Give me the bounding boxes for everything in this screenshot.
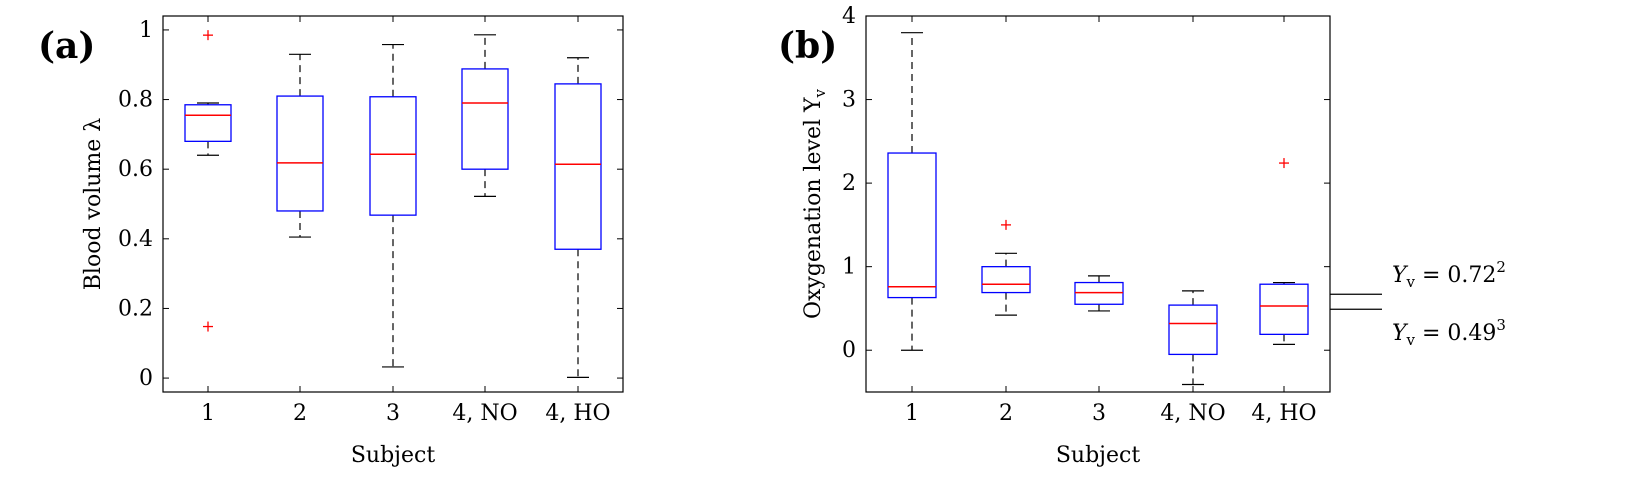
x-tick-label: 2 [293, 401, 307, 426]
box-iqr [461, 68, 509, 170]
y-tick-label: 0.4 [118, 227, 153, 252]
y-tick-label: 2 [842, 171, 856, 196]
x-tick-label: 3 [1092, 401, 1106, 426]
y-tick-label: 0 [139, 366, 153, 391]
box-3 [369, 43, 417, 368]
y-tick-label: 0 [842, 338, 856, 363]
reference-label-sub: v [1406, 273, 1416, 291]
x-tick-label: 1 [201, 401, 215, 426]
x-tick-label: 4, NO [452, 401, 517, 426]
panel-a-x-axis-label: Subject [351, 443, 435, 468]
x-tick-label: 2 [999, 401, 1013, 426]
panel-b-y-axis-label-sub: v [811, 88, 829, 98]
y-tick-label: 0.2 [118, 296, 153, 321]
panel-b-boxes [887, 32, 1309, 386]
x-tick-label: 3 [386, 401, 400, 426]
outlier-marker [1279, 158, 1289, 169]
y-tick-label: 4 [842, 4, 856, 29]
panel-a-boxes [184, 30, 602, 378]
y-tick-label: 1 [842, 255, 856, 280]
box-iqr [981, 266, 1031, 294]
x-tick-label: 4, NO [1160, 401, 1225, 426]
panel-b-plot-frame [865, 15, 1331, 393]
panel-a-y-axis-label: Blood volume λ [81, 118, 106, 291]
outlier-marker [203, 30, 213, 41]
box-2 [981, 219, 1031, 316]
panel-a: (a) 00.20.40.60.811 2 3 4, NO 4, HO Subject … [38, 15, 624, 468]
box-4 [1168, 290, 1218, 386]
box-5 [554, 57, 602, 378]
panel-a-y-axis-label-text: Blood volume λ [81, 118, 106, 291]
box-1 [887, 32, 937, 351]
x-tick-label: 4, HO [1251, 401, 1316, 426]
box-iqr [1168, 304, 1218, 356]
y-tick-label: 0.6 [118, 157, 153, 182]
y-tick-label: 3 [842, 88, 856, 113]
box-iqr [369, 96, 417, 216]
outlier-marker [203, 321, 213, 332]
x-tick-label: 1 [905, 401, 919, 426]
reference-label-value: = 0.49 [1415, 321, 1496, 346]
x-tick-label: 4, HO [545, 401, 610, 426]
box-5 [1259, 158, 1309, 345]
reference-label: Yv = 0.722 [1392, 258, 1506, 291]
reference-label-sup: 3 [1496, 316, 1506, 334]
box-iqr [554, 83, 602, 250]
panel-a-label: (a) [38, 25, 95, 67]
box-2 [276, 53, 324, 238]
box-iqr [1259, 283, 1309, 335]
panel-a-ticks: 0 0.2 0.4 0.6 0.8 1 1 2 3 4, NO 4, HO [118, 16, 623, 426]
reference-label-value: = 0.72 [1415, 263, 1496, 288]
panel-b-label: (b) [778, 25, 837, 67]
reference-label-symbol: Y [1392, 321, 1409, 346]
box-3 [1074, 275, 1124, 312]
box-iqr [887, 152, 937, 299]
panel-b-x-axis-label: Subject [1056, 443, 1140, 468]
box-1 [184, 30, 232, 332]
y-tick-label: 0.8 [118, 88, 153, 113]
y-tick-label: 1 [139, 18, 153, 43]
panel-b-y-axis-label-text: Oxygenation level Y [801, 97, 826, 319]
reference-label-symbol: Y [1392, 263, 1409, 288]
box-4 [461, 34, 509, 197]
box-iqr [184, 104, 232, 142]
panel-b-y-axis-label: Oxygenation level Yv [801, 88, 829, 319]
box-iqr [276, 95, 324, 212]
outlier-marker [1001, 219, 1011, 230]
reference-label: Yv = 0.493 [1392, 316, 1506, 349]
reference-label-sub: v [1406, 331, 1416, 349]
reference-label-sup: 2 [1496, 258, 1506, 276]
panel-b-ticks: 0 1 2 3 4 1 2 3 4, NO 4, HO [842, 4, 1330, 426]
box-iqr [1074, 281, 1124, 305]
